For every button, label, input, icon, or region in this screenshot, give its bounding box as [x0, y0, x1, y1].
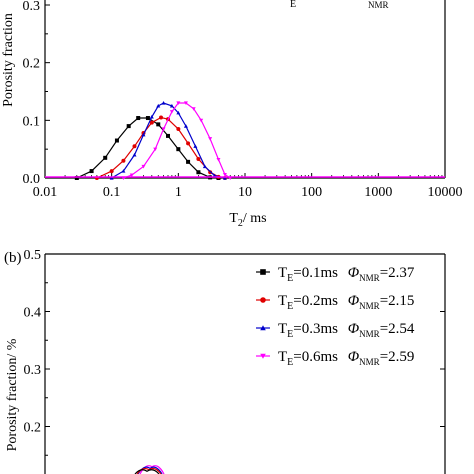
panel-a-series-4-point	[176, 101, 181, 106]
legend-label-2: TE=0.2ms ΦNMR=2.15	[278, 293, 414, 312]
panel-a-series-3-point	[141, 132, 146, 137]
panel-b-peak-curve-4	[134, 469, 160, 474]
panel-a-series-4-point	[153, 147, 158, 152]
panel-a-series-4-point	[129, 173, 134, 178]
panel-a-series-4-point	[183, 101, 188, 106]
panel-a-series-4-point	[161, 127, 166, 131]
legend-label-4: TE=0.6ms ΦNMR=2.59	[278, 349, 414, 368]
panel-a-xtick-label: 0.1	[103, 185, 121, 200]
panel-b: (b) 0.2 0.3 0.4 0.5 Porosity fraction/ % TE…	[4, 248, 446, 474]
panel-a-series-1-point	[103, 155, 108, 160]
panel-a-series-4-point	[216, 157, 221, 162]
panel-a-series-3-line	[111, 102, 226, 179]
panel-a-ytick-label: 0.1	[23, 114, 41, 129]
panel-a-series-2-point	[121, 158, 126, 163]
legend-marker-3	[260, 325, 266, 331]
panel-a-series-1-point	[136, 116, 141, 121]
panel-a-series-3-point	[176, 110, 181, 115]
panel-a-series-1-point	[74, 176, 79, 180]
panel-b-ytick-label: 0.3	[24, 363, 42, 378]
panel-a-series-1-point	[176, 147, 181, 152]
panel-a-series-2-point	[149, 120, 154, 125]
panel-a-series-1-point	[89, 169, 94, 174]
panel-a-ytick-label: 0.2	[23, 57, 41, 72]
panel-a-series-3-point	[132, 152, 137, 157]
panel-a: 0.0 0.1 0.2 0.3 0.01 0.1 1 10 100 1000 10000 Poro…	[1, 0, 463, 229]
legend-label-3: TE=0.3ms ΦNMR=2.54	[278, 321, 415, 340]
panel-a-series-3-point	[149, 114, 154, 119]
panel-b-tag: (b)	[4, 250, 22, 266]
panel-a-series-4-point	[222, 172, 227, 177]
panel-a-series-1-point	[114, 138, 119, 143]
panel-a-legend-fragment-te: E	[290, 0, 296, 10]
panel-a-legend-fragment-nmr: NMR	[368, 0, 389, 10]
legend-marker-4	[260, 353, 266, 359]
panel-a-series-1-point	[126, 124, 131, 129]
panel-b-ytick-label: 0.4	[24, 306, 42, 321]
panel-a-xlabel: T2/ ms	[229, 211, 266, 229]
panel-b-ytick-label: 0.5	[24, 248, 42, 263]
panel-a-xlabel-main: T	[229, 211, 238, 226]
panel-a-series-1-point	[186, 159, 191, 164]
panel-a-series-3-point	[169, 103, 174, 108]
panel-a-xtick-label: 100	[301, 185, 322, 200]
panel-b-ylabel: Porosity fraction/ %	[5, 338, 20, 451]
legend-marker-1	[260, 269, 266, 275]
panel-a-series-2-point	[176, 126, 181, 131]
panel-a-series-2-point	[159, 115, 164, 120]
panel-a-series-1-point	[156, 122, 161, 127]
panel-a-ylabel: Porosity fraction	[1, 13, 16, 107]
panel-a-series-2-point	[109, 169, 114, 174]
panel-a-series-3-point	[161, 101, 166, 105]
panel-a-xtick-label: 10000	[428, 185, 463, 200]
panel-a-series-4-line	[123, 102, 231, 179]
panel-a-series-4-point	[191, 107, 196, 111]
panel-a-series-2-point	[196, 156, 201, 161]
panel-a-series-3-point	[156, 103, 161, 108]
panel-a-xtick-label: 0.01	[33, 185, 58, 200]
panel-a-series-3-point	[183, 124, 188, 128]
panel-a-xtick-label: 10	[238, 185, 252, 200]
panel-a-xtick-label: 1000	[364, 185, 392, 200]
panel-a-series-4-point	[199, 118, 204, 123]
panel-a-series-2-point	[132, 144, 137, 149]
panel-a-series-3-point	[202, 164, 207, 169]
panel-a-xlabel-rest: / ms	[243, 211, 267, 226]
panel-a-series-2-point	[186, 141, 191, 146]
panel-a-series-1-point	[196, 170, 201, 175]
panel-b-ytick-label: 0.2	[24, 421, 42, 436]
panel-a-series-4-point	[141, 164, 146, 169]
panel-a-ytick-label: 0.3	[23, 0, 41, 14]
panel-a-xlabel-sub: 2	[238, 218, 243, 229]
legend-marker-2	[260, 297, 266, 303]
panel-a-xtick-label: 1	[175, 185, 182, 200]
panel-a-series-1-point	[166, 133, 171, 138]
panel-a-series-3-point	[121, 169, 126, 173]
panel-a-series-4-point	[169, 110, 174, 114]
panel-a-series-1-point	[145, 116, 150, 121]
legend-label-1: TE=0.1ms ΦNMR=2.37	[278, 265, 415, 284]
panel-a-series-4-point	[208, 137, 213, 141]
panel-a-series-3-point	[193, 144, 198, 148]
panel-a-ytick-label: 0.0	[23, 172, 41, 187]
